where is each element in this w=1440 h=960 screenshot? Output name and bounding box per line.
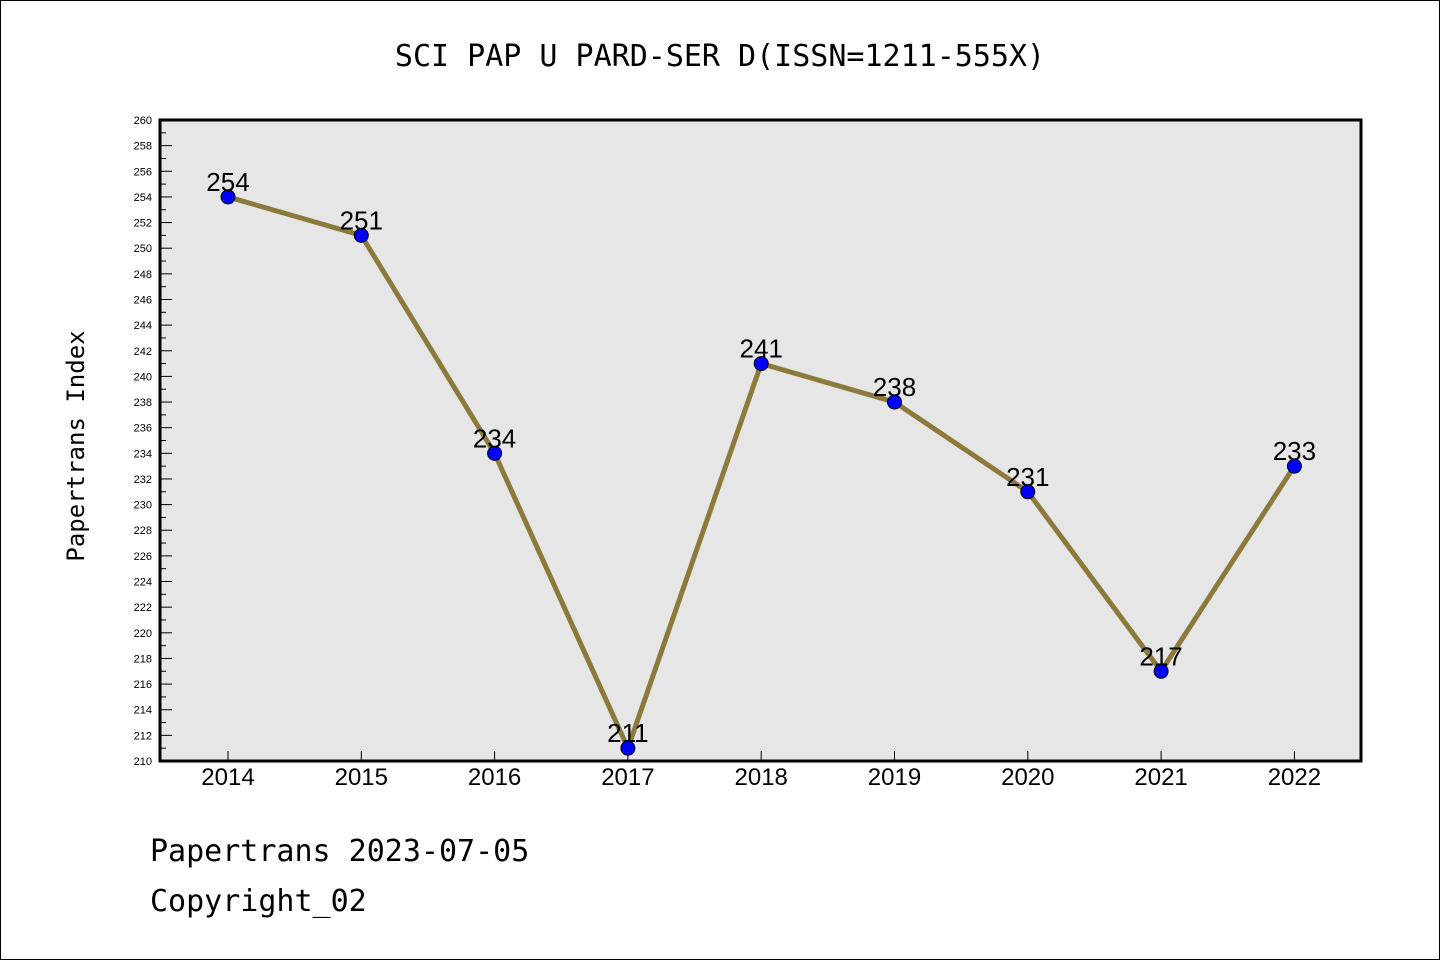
y-tick-label: 256 xyxy=(134,166,152,178)
data-label: 234 xyxy=(473,423,516,453)
x-tick-label: 2016 xyxy=(468,764,521,791)
y-tick-label: 254 xyxy=(134,192,152,204)
y-tick-label: 246 xyxy=(134,294,152,306)
data-label: 231 xyxy=(1006,462,1049,492)
data-point-marker xyxy=(620,740,636,756)
y-tick-label: 234 xyxy=(134,448,152,460)
data-label: 241 xyxy=(740,334,783,364)
y-tick-label: 218 xyxy=(134,653,152,665)
x-tick-label: 2019 xyxy=(868,764,921,791)
y-tick-label: 238 xyxy=(134,397,152,409)
y-axis-label: Papertrans Index xyxy=(62,330,90,561)
x-tick-label: 2015 xyxy=(335,764,388,791)
y-tick-label: 226 xyxy=(134,551,152,563)
y-tick-label: 212 xyxy=(134,730,152,742)
data-point-marker xyxy=(487,445,503,461)
data-point-marker xyxy=(1020,484,1036,500)
x-tick-label: 2014 xyxy=(201,764,254,791)
y-tick-label: 252 xyxy=(134,218,152,230)
x-tick-label: 2020 xyxy=(1001,764,1054,791)
y-tick-label: 244 xyxy=(134,320,152,332)
x-axis-ticks: 2014 2015 2016 2017 2018 2019 2020 2021 2022 xyxy=(201,751,1321,791)
data-point-marker xyxy=(220,189,236,205)
y-tick-label: 224 xyxy=(134,577,152,589)
x-tick-label: 2021 xyxy=(1134,764,1187,791)
data-label: 238 xyxy=(873,372,916,402)
y-tick-label: 228 xyxy=(134,525,152,537)
y-tick-label: 220 xyxy=(134,628,152,640)
y-tick-label: 250 xyxy=(134,243,152,255)
y-tick-label: 242 xyxy=(134,346,152,358)
y-tick-label: 216 xyxy=(134,679,152,691)
data-label: 217 xyxy=(1139,641,1182,671)
x-tick-label: 2022 xyxy=(1268,764,1321,791)
y-tick-label: 258 xyxy=(134,141,152,153)
x-tick-label: 2018 xyxy=(735,764,788,791)
y-tick-label: 260 xyxy=(134,115,152,127)
data-point-marker xyxy=(753,356,769,372)
y-tick-label: 236 xyxy=(134,423,152,435)
y-tick-label: 240 xyxy=(134,371,152,383)
footer-date: Papertrans 2023-07-05 xyxy=(150,834,530,869)
y-tick-label: 248 xyxy=(134,269,152,281)
data-label: 251 xyxy=(340,205,383,235)
data-label: 211 xyxy=(607,718,648,748)
x-tick-label: 2017 xyxy=(601,764,654,791)
y-tick-label: 230 xyxy=(134,500,152,512)
y-tick-label: 222 xyxy=(134,602,152,614)
footer-copyright: Copyright_02 xyxy=(150,884,367,919)
data-label: 254 xyxy=(206,167,249,197)
data-point-marker xyxy=(353,227,369,243)
data-point-marker xyxy=(1153,663,1169,679)
y-tick-label: 232 xyxy=(134,474,152,486)
y-tick-label: 210 xyxy=(134,756,152,768)
plot-area xyxy=(158,118,1363,763)
y-axis-ticks: 210 212 214 216 218 220 222 224 226 228 230 232 234 2… xyxy=(134,115,172,768)
data-label: 233 xyxy=(1273,436,1316,466)
data-point-marker xyxy=(1286,458,1302,474)
data-labels-group: 254 251 234 211 241 238 231 217 233 xyxy=(206,167,1316,748)
data-point-marker xyxy=(887,394,902,410)
chart-title: SCI PAP U PARD-SER D(ISSN=1211-555X) xyxy=(395,39,1045,74)
markers-group xyxy=(220,189,1302,756)
y-tick-label: 214 xyxy=(134,705,152,717)
